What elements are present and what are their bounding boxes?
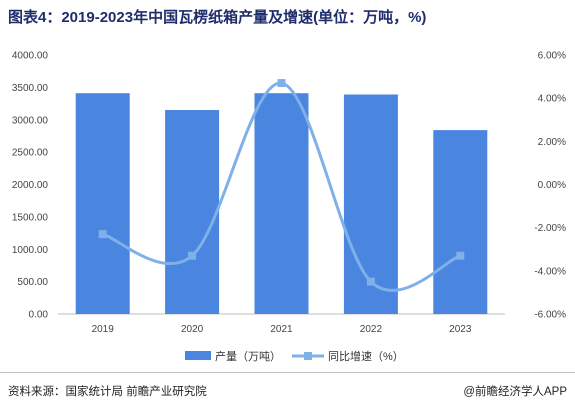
right-tick-label: -2.00% [534, 223, 566, 234]
legend: 产量（万吨） 同比增速（%） [185, 349, 404, 363]
left-tick-label: 0.00 [29, 310, 49, 321]
legend-label-growth: 同比增速（%） [328, 349, 404, 363]
x-tick-label: 2021 [270, 324, 293, 335]
left-tick-label: 3500.00 [12, 83, 49, 94]
chart-area: 0.00 500.00 1000.00 1500.00 2000.00 2500.00 30… [12, 51, 566, 364]
line-point [98, 230, 107, 239]
legend-label-output: 产量（万吨） [215, 349, 281, 363]
x-tick-label: 2019 [92, 324, 115, 335]
source-note: 资料来源：国家统计局 前瞻产业研究院 [8, 386, 207, 398]
line-point [456, 251, 465, 260]
left-tick-label: 500.00 [17, 277, 48, 288]
right-tick-label: -4.00% [534, 266, 566, 277]
line-point [188, 251, 197, 260]
right-tick-label: -6.00% [534, 310, 566, 321]
x-tick-label: 2023 [449, 324, 472, 335]
footer-divider [0, 372, 575, 373]
left-tick-label: 1000.00 [12, 245, 49, 256]
right-tick-label: 4.00% [538, 94, 566, 105]
legend-line-marker [304, 352, 312, 360]
bar-series [75, 93, 488, 314]
left-tick-label: 2000.00 [12, 180, 49, 191]
left-y-axis: 0.00 500.00 1000.00 1500.00 2000.00 2500.00 30… [12, 51, 49, 321]
legend-bar-swatch [185, 351, 211, 360]
left-tick-label: 2500.00 [12, 148, 49, 159]
line-point [366, 277, 375, 286]
bar [254, 93, 309, 314]
x-tick-label: 2020 [181, 324, 204, 335]
line-point [277, 79, 286, 88]
left-tick-label: 3000.00 [12, 115, 49, 126]
bar [75, 93, 130, 314]
bar [433, 130, 488, 314]
right-tick-label: 6.00% [538, 51, 566, 62]
chart-title: 图表4：2019-2023年中国瓦楞纸箱产量及增速(单位：万吨，%) [8, 9, 427, 26]
line-series [98, 79, 465, 292]
left-tick-label: 4000.00 [12, 51, 49, 62]
left-tick-label: 1500.00 [12, 212, 49, 223]
brand-credit: @前瞻经济学人APP [463, 386, 567, 398]
x-axis: 2019 2020 2021 2022 2023 [92, 324, 472, 335]
bar [165, 110, 220, 314]
bar [343, 94, 398, 314]
x-tick-label: 2022 [360, 324, 383, 335]
right-y-axis: -6.00% -4.00% -2.00% 0.00% 2.00% 4.00% 6.00% [534, 51, 566, 321]
right-tick-label: 0.00% [538, 180, 566, 191]
right-tick-label: 2.00% [538, 137, 566, 148]
